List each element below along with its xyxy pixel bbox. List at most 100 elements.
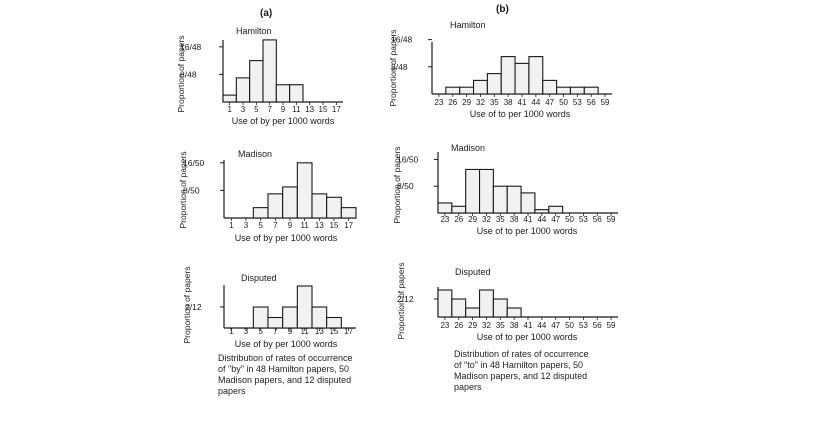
caption-a-line: papers — [218, 386, 246, 396]
x-tick-label: 13 — [315, 327, 324, 336]
x-axis-label: Use of by per 1000 words — [232, 116, 335, 126]
caption-a-line: Madison papers, and 12 disputed — [218, 375, 352, 385]
histogram-bar — [249, 60, 264, 103]
histogram-bar — [472, 79, 488, 95]
x-tick-label: 5 — [254, 105, 259, 114]
x-tick-label: 35 — [496, 321, 505, 330]
histogram-bar — [465, 307, 481, 318]
caption-b: Distribution of rates of occurrence of "… — [454, 349, 589, 393]
x-tick-label: 56 — [593, 321, 602, 330]
histogram-bar — [282, 186, 298, 219]
panel-label-a: (a) — [260, 8, 273, 19]
panel-label-b: (b) — [496, 4, 509, 15]
x-tick-label: 3 — [244, 327, 249, 336]
x-tick-label: 5 — [258, 327, 263, 336]
x-tick-label: 38 — [510, 321, 519, 330]
histogram-bar — [275, 84, 291, 103]
x-tick-label: 1 — [227, 105, 232, 114]
caption-b-line: of "to" in 48 Hamilton papers, 50 — [454, 360, 583, 370]
y-tick-label: 16/50 — [397, 154, 419, 164]
x-tick-label: 23 — [440, 321, 449, 330]
histogram-bar — [445, 86, 461, 95]
x-tick-label: 50 — [565, 321, 574, 330]
x-tick-label: 15 — [330, 221, 339, 230]
x-tick-label: 26 — [448, 98, 457, 107]
x-tick-label: 17 — [344, 327, 353, 336]
x-tick-label: 17 — [344, 221, 353, 230]
x-tick-label: 53 — [579, 215, 588, 224]
histogram-bar — [311, 193, 328, 219]
x-tick-label: 35 — [490, 98, 499, 107]
y-tick-label: 16/50 — [183, 158, 205, 168]
panel-title: Madison — [238, 149, 272, 159]
histogram-bar — [252, 207, 269, 219]
histogram-bar — [296, 162, 313, 219]
histogram-bar — [311, 306, 328, 329]
x-tick-label: 23 — [440, 215, 449, 224]
x-tick-label: 32 — [482, 321, 491, 330]
caption-b-line: Distribution of rates of occurrence — [454, 349, 589, 359]
x-tick-label: 50 — [565, 215, 574, 224]
panel-title: Disputed — [241, 273, 277, 283]
x-tick-label: 13 — [305, 105, 314, 114]
x-tick-label: 41 — [524, 321, 533, 330]
y-tick-label: 16/48 — [391, 35, 413, 45]
histogram-bar — [267, 193, 284, 219]
histogram-bar — [437, 289, 453, 318]
x-tick-label: 32 — [476, 98, 485, 107]
x-tick-label: 7 — [273, 221, 278, 230]
x-tick-label: 1 — [229, 327, 234, 336]
histogram-bar — [465, 168, 481, 214]
y-tick-label: 16/48 — [180, 42, 202, 52]
histogram-bar — [492, 298, 508, 318]
histogram-bar — [451, 205, 467, 214]
x-tick-label: 29 — [462, 98, 471, 107]
x-tick-label: 23 — [434, 98, 443, 107]
x-tick-label: 11 — [292, 105, 301, 114]
x-tick-label: 7 — [267, 105, 272, 114]
caption-a: Distribution of rates of occurrence of "… — [218, 353, 353, 397]
x-tick-label: 38 — [510, 215, 519, 224]
y-axis-label: Proportion of papers — [182, 266, 192, 343]
histogram-bar — [282, 306, 298, 329]
histogram-bar — [542, 79, 558, 95]
x-tick-label: 15 — [319, 105, 328, 114]
histogram-bar — [583, 86, 599, 95]
x-axis-label: Use of to per 1000 words — [470, 109, 571, 119]
x-tick-label: 56 — [587, 98, 596, 107]
x-tick-label: 15 — [330, 327, 339, 336]
x-tick-label: 11 — [301, 221, 310, 230]
y-axis-label: Proportion of papers — [178, 151, 188, 228]
x-axis-label: Use of to per 1000 words — [477, 226, 578, 236]
x-tick-label: 56 — [593, 215, 602, 224]
caption-a-line: Distribution of rates of occurrence — [218, 353, 353, 363]
histogram-bar — [222, 94, 237, 103]
histogram-bar — [478, 289, 494, 318]
histogram-bar — [506, 185, 522, 214]
caption-b-line: papers — [454, 382, 482, 392]
histogram-bar — [437, 202, 453, 214]
y-axis-label: Proportion of papers — [396, 262, 406, 339]
x-tick-label: 26 — [454, 321, 463, 330]
x-tick-label: 59 — [607, 321, 616, 330]
x-tick-label: 41 — [518, 98, 527, 107]
x-tick-label: 17 — [332, 105, 341, 114]
histogram-bar — [340, 207, 357, 219]
x-tick-label: 3 — [244, 221, 249, 230]
histogram-bar — [548, 205, 564, 214]
x-tick-label: 9 — [288, 327, 293, 336]
x-tick-label: 29 — [468, 215, 477, 224]
x-tick-label: 44 — [537, 215, 546, 224]
histogram-bar — [514, 62, 530, 95]
x-tick-label: 47 — [545, 98, 554, 107]
histogram-bar — [569, 86, 585, 95]
histogram-bar — [459, 86, 475, 95]
y-axis-label: Proportion of papers — [392, 146, 402, 223]
x-tick-label: 53 — [573, 98, 582, 107]
x-axis-label: Use of to per 1000 words — [477, 332, 578, 342]
histogram-bar — [326, 196, 342, 219]
y-tick-label: 8/48 — [391, 62, 408, 72]
y-axis-label: Proportion of papers — [176, 35, 186, 112]
x-axis-label: Use of by per 1000 words — [235, 339, 338, 349]
